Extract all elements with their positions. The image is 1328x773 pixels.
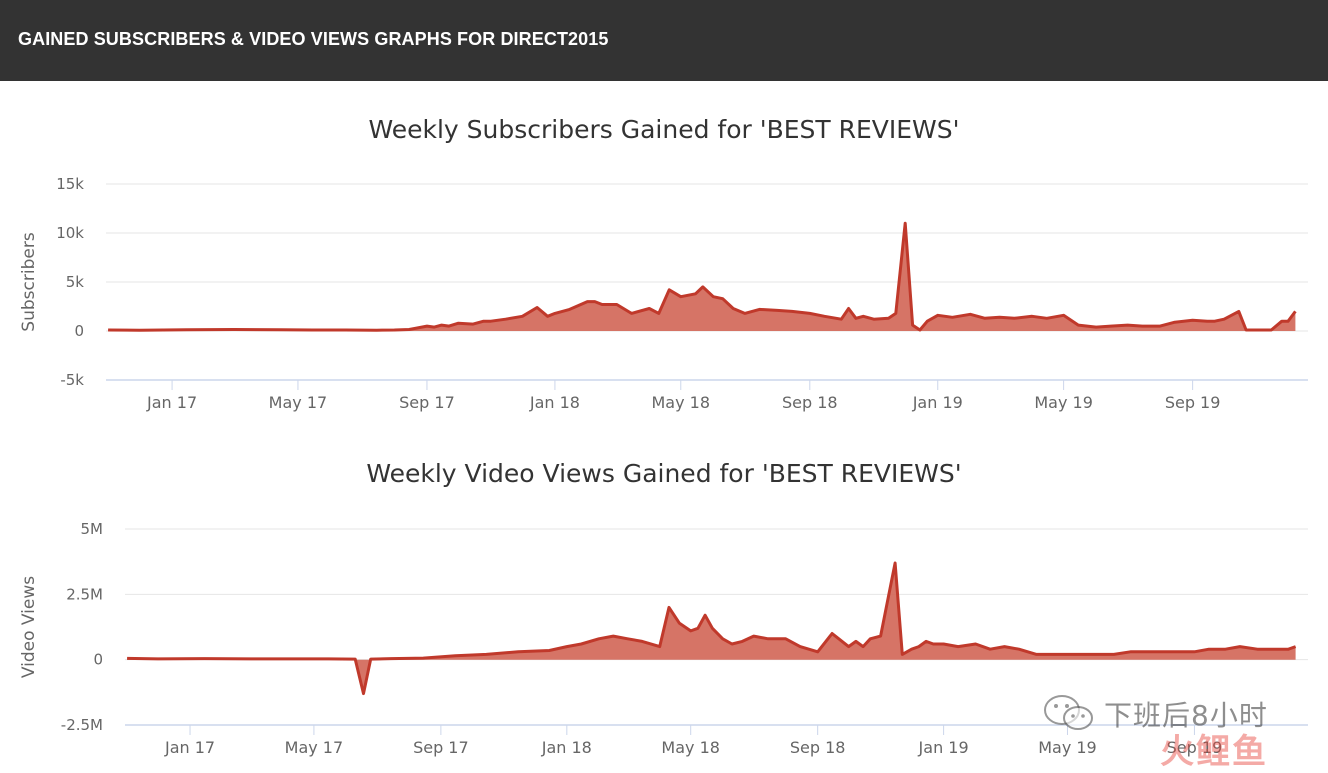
chart-title: Weekly Subscribers Gained for 'BEST REVI… (368, 115, 960, 144)
y-tick-label: -5k (60, 371, 84, 389)
x-tick-label: Sep 18 (790, 738, 846, 757)
chart-svg: 5M 2.5M 0 -2.5M Jan 17 May 17 Sep 17 Jan 18 May … (19, 520, 1308, 757)
y-tick-label: 5k (66, 273, 85, 291)
series-area (108, 223, 1296, 331)
y-tick-label: -2.5M (61, 716, 103, 734)
x-tick-label: Jan 19 (918, 738, 969, 757)
x-tick-label: May 19 (1034, 393, 1093, 412)
video-views-chart: 5M 2.5M 0 -2.5M Jan 17 May 17 Sep 17 Jan 18 May … (0, 425, 1328, 769)
page-title: GAINED SUBSCRIBERS & VIDEO VIEWS GRAPHS … (18, 29, 609, 49)
y-tick-label: 5M (81, 520, 104, 538)
x-tick-label: Sep 17 (399, 393, 455, 412)
y-tick-label: 2.5M (66, 585, 103, 603)
y-tick-label: 0 (74, 322, 84, 340)
x-tick-label: Jan 18 (529, 393, 580, 412)
subscribers-chart: 15k 10k 5k 0 -5k Jan 17 May 17 Sep 17 Jan 18 May … (0, 81, 1328, 425)
chart-title: Weekly Video Views Gained for 'BEST REVI… (366, 459, 962, 488)
x-tick-label: May 17 (269, 393, 328, 412)
y-tick-label: 0 (93, 651, 103, 669)
chart-svg: 15k 10k 5k 0 -5k Jan 17 May 17 Sep 17 Jan 18 May … (19, 175, 1308, 412)
series-line (108, 221, 1297, 332)
x-tick-label: May 18 (652, 393, 711, 412)
y-axis-label: Video Views (19, 576, 39, 678)
wechat-icon (1044, 695, 1093, 730)
y-tick-label: 10k (56, 224, 84, 242)
x-tick-label: Jan 18 (541, 738, 592, 757)
x-tick-label: May 18 (661, 738, 720, 757)
x-tick-label: Sep 19 (1165, 393, 1221, 412)
y-axis-label: Subscribers (19, 232, 39, 332)
x-tick-label: May 17 (285, 738, 344, 757)
x-tick-label: Sep 19 (1167, 738, 1223, 757)
x-tick-label: Jan 17 (146, 393, 197, 412)
x-tick-label: Jan 19 (912, 393, 963, 412)
series-line (127, 561, 1297, 696)
x-tick-label: May 19 (1038, 738, 1097, 757)
x-tick-label: Sep 17 (413, 738, 469, 757)
y-tick-label: 15k (56, 175, 84, 193)
watermark-text: 下班后8小时 (1104, 699, 1268, 732)
x-tick-label: Jan 17 (164, 738, 215, 757)
header-bar: GAINED SUBSCRIBERS & VIDEO VIEWS GRAPHS … (0, 0, 1328, 81)
watermark-brand: 火鲤鱼 (1160, 732, 1268, 772)
x-tick-label: Sep 18 (782, 393, 838, 412)
watermark: 下班后8小时 火鲤鱼 (1040, 690, 1320, 772)
